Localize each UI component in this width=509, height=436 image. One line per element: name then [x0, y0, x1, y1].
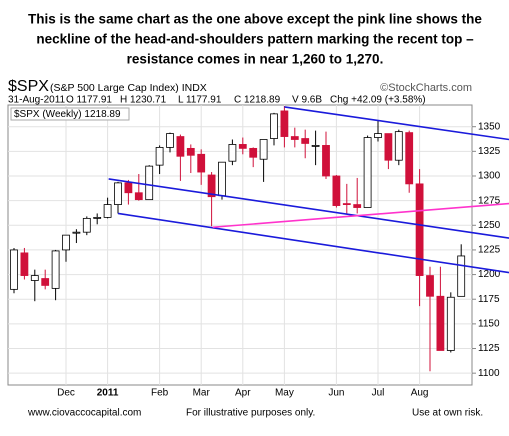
trend-line: [108, 178, 509, 239]
x-tick-label: 2011: [97, 388, 119, 399]
candle-body: [415, 183, 424, 276]
candle-body: [384, 133, 393, 161]
note-line: neckline of the head-and-shoulders patte…: [36, 32, 474, 47]
candle-body: [426, 275, 434, 297]
y-tick-label: 1300: [478, 171, 501, 182]
candle-body: [238, 144, 247, 149]
candle-body: [10, 249, 18, 290]
x-tick-label: Jun: [328, 388, 344, 399]
trend-line: [117, 212, 509, 274]
candle-body: [280, 110, 289, 137]
y-tick-label: 1275: [478, 195, 501, 206]
candle-body: [249, 147, 258, 158]
info-field: L 1177.91: [178, 95, 222, 106]
x-tick-label: Feb: [151, 388, 169, 399]
note-line: This is the same chart as the one above …: [28, 12, 482, 27]
candle-body: [20, 252, 29, 276]
candle-body: [103, 204, 112, 218]
info-field: O 1177.91: [66, 95, 112, 106]
info-field: Chg +42.09 (+3.58%): [330, 95, 426, 106]
candle-body: [353, 204, 362, 208]
candle-body: [228, 144, 237, 162]
candle-body: [82, 217, 91, 233]
candle-body: [186, 147, 195, 156]
y-tick-label: 1250: [478, 220, 501, 231]
candle-body: [207, 174, 216, 198]
y-tick-label: 1350: [478, 121, 501, 132]
candle-body: [166, 133, 174, 148]
candle-body: [114, 182, 122, 205]
y-tick-label: 1325: [478, 146, 501, 157]
candle-body: [93, 216, 102, 219]
trend-line: [212, 202, 509, 229]
candle-body: [363, 137, 372, 208]
candle-body: [270, 113, 278, 139]
candle-body: [322, 145, 330, 177]
legend: $SPX (Weekly) 1218.89: [14, 109, 121, 120]
candle-body: [134, 192, 143, 201]
x-tick-label: Dec: [57, 388, 75, 399]
note-line: resistance comes in near 1,260 to 1,270.: [127, 52, 384, 67]
candle-body: [311, 145, 320, 147]
candle-body: [332, 175, 341, 206]
candle-body: [62, 234, 70, 251]
candle-body: [41, 278, 50, 286]
y-tick-label: 1200: [478, 269, 501, 280]
candle-body: [145, 165, 154, 201]
candle-body: [51, 250, 60, 289]
info-field: V 9.6B: [292, 95, 322, 106]
footer-text: For illustrative purposes only.: [186, 408, 315, 419]
candle-body: [72, 231, 81, 234]
x-tick-label: Apr: [235, 388, 251, 399]
info-field: H 1230.71: [120, 95, 167, 106]
candle-body: [197, 153, 206, 173]
candle-body: [30, 275, 39, 281]
candle-body: [457, 255, 466, 297]
y-tick-label: 1225: [478, 245, 501, 256]
candle-body: [301, 138, 310, 144]
candle-body: [259, 139, 268, 160]
info-field: 31-Aug-2011: [8, 95, 66, 106]
candle-body: [124, 182, 133, 194]
candle-body: [155, 146, 164, 166]
source: ©StockCharts.com: [380, 82, 472, 94]
y-tick-label: 1100: [478, 368, 500, 379]
x-tick-label: Jul: [372, 388, 385, 399]
y-tick-label: 1125: [478, 343, 500, 354]
y-tick-label: 1150: [478, 319, 500, 330]
trend-line: [284, 106, 509, 141]
candle-body: [405, 132, 414, 185]
candle-body: [342, 203, 351, 205]
x-tick-label: Mar: [193, 388, 211, 399]
candle-body: [436, 295, 445, 351]
candle-body: [290, 136, 299, 140]
index-name: (S&P 500 Large Cap Index) INDX: [50, 82, 207, 94]
candle-body: [374, 133, 382, 138]
legend-box: [10, 107, 130, 121]
candle-body: [394, 131, 403, 161]
x-tick-label: May: [275, 388, 294, 399]
footer-text: Use at own risk.: [412, 408, 483, 419]
symbol: $SPX: [8, 78, 49, 95]
candle-body: [218, 161, 226, 197]
info-field: C 1218.89: [234, 95, 281, 106]
footer-text: www.ciovaccocapital.com: [27, 408, 141, 419]
candle-body: [176, 136, 185, 157]
y-tick-label: 1175: [478, 294, 500, 305]
candle-body: [446, 296, 455, 351]
x-tick-label: Aug: [411, 388, 429, 399]
